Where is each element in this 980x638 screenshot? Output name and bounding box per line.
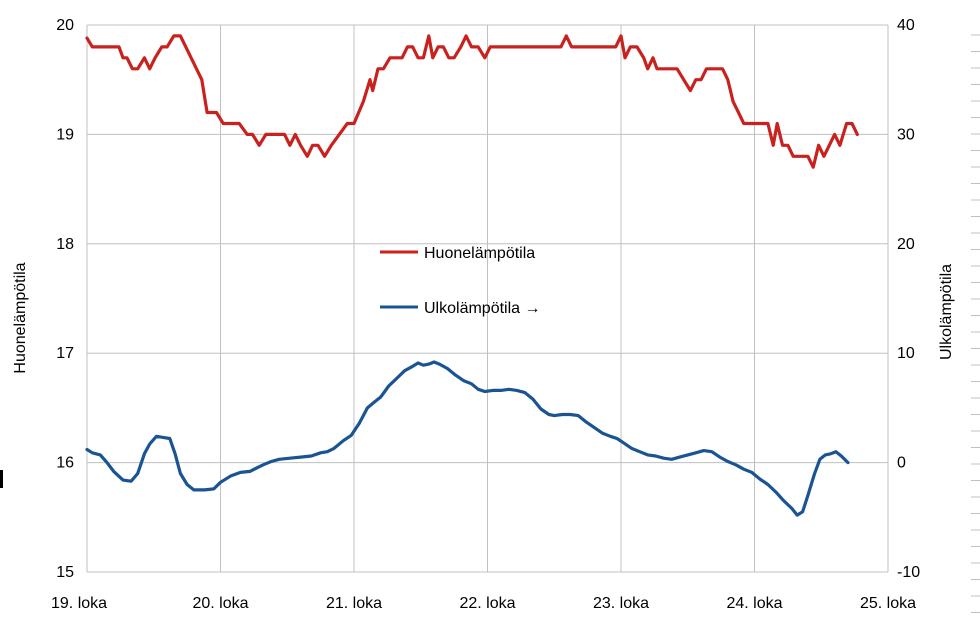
x-tick-label: 21. loka [326,595,382,612]
y2-axis-title: Ulkolämpötila [938,264,955,360]
right-edge-markers [971,34,980,613]
y2-tick-label: 30 [897,126,915,143]
legend-label-huonelampotila: Huonelämpötila [424,245,535,262]
left-edge-marker [0,470,3,488]
y-tick-label: 19 [56,126,74,143]
y2-tick-label: 10 [897,345,915,362]
y2-tick-label: 20 [897,236,915,253]
y-tick-label: 18 [56,236,74,253]
y2-tick-label: 40 [897,17,915,34]
x-tick-label: 23. loka [593,595,649,612]
x-tick-label: 24. loka [726,595,782,612]
tick-labels: 15 16 17 18 19 20 -10 0 10 20 30 40 19. loka 20. loka… [51,17,920,612]
y2-tick-label: -10 [897,564,920,581]
x-tick-label: 20. loka [192,595,248,612]
legend-label-ulkolampotila: Ulkolämpötila → [424,300,540,317]
series-line-huonelampotila [85,34,859,169]
x-tick-label: 22. loka [459,595,515,612]
legend: Huonelämpötila Ulkolämpötila → [380,245,540,317]
y-tick-label: 16 [56,455,74,472]
series-line-ulkolampotila [85,360,850,517]
y-tick-label: 15 [56,564,74,581]
y-axis-title: Huonelämpötila [12,262,29,373]
x-tick-label: 19. loka [51,595,107,612]
series-group [85,34,859,517]
y-tick-label: 20 [56,17,74,34]
y2-tick-label: 0 [897,455,906,472]
x-tick-label: 25. loka [860,595,916,612]
y-tick-label: 17 [56,345,74,362]
grid [86,24,889,573]
